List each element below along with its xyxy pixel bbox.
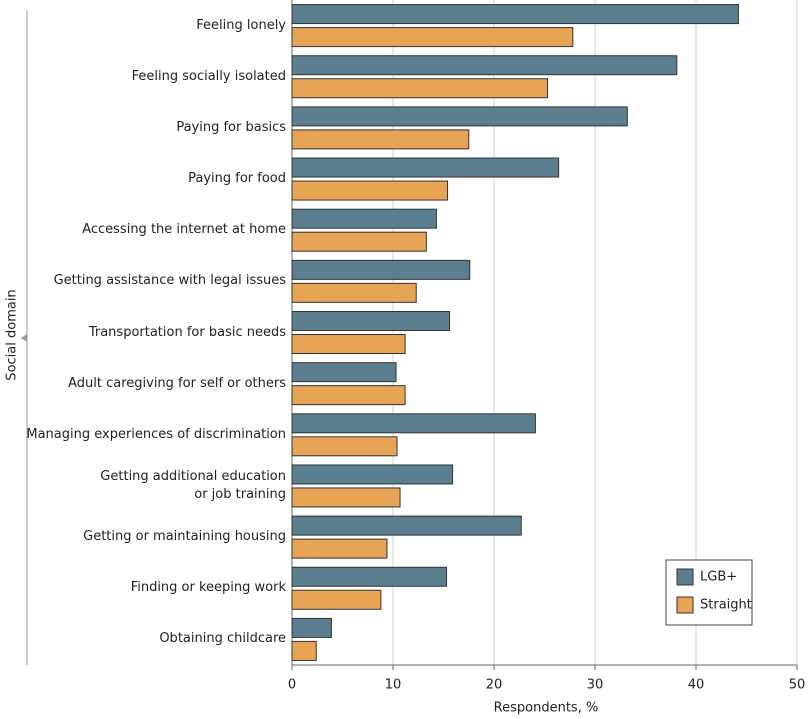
y-tick-label: Getting assistance with legal issues — [53, 273, 286, 289]
x-tick-label: 20 — [486, 678, 503, 693]
y-tick-label: Accessing the internet at home — [82, 222, 286, 238]
bar — [291, 487, 401, 508]
bar — [291, 231, 427, 252]
legend-swatch — [676, 568, 694, 586]
bar — [291, 464, 454, 485]
y-tick-label: Obtaining childcare — [159, 631, 286, 647]
bar — [291, 640, 317, 661]
x-tick-label: 30 — [587, 678, 604, 693]
bar — [291, 180, 449, 201]
bar — [291, 413, 536, 434]
y-axis-label: Social domain — [5, 289, 20, 380]
y-tick-label: Getting or maintaining housing — [83, 529, 286, 545]
y-axis-marker — [21, 334, 27, 342]
legend-swatch — [676, 596, 694, 614]
bar — [291, 589, 382, 610]
bar — [291, 385, 406, 406]
y-tick-label: Feeling lonely — [196, 17, 286, 33]
y-tick-label: Managing experiences of discrimination — [26, 426, 286, 442]
bar — [291, 362, 397, 383]
x-tick-label: 50 — [789, 678, 806, 693]
bar — [291, 282, 417, 303]
y-tick-label: Paying for food — [188, 171, 286, 187]
x-tick-label: 10 — [385, 678, 402, 693]
x-axis-label: Respondents, % — [494, 701, 599, 716]
bar — [291, 208, 437, 229]
bar — [291, 4, 739, 25]
bar — [291, 259, 471, 280]
y-tick-label: Getting additional education or job trai… — [100, 468, 286, 502]
legend-label: LGB+ — [700, 570, 737, 585]
bar — [291, 157, 560, 178]
bar — [291, 566, 448, 587]
bar — [291, 436, 398, 457]
x-tick-label: 0 — [288, 678, 296, 693]
bar — [291, 27, 574, 48]
bar — [291, 55, 678, 76]
legend-label: Straight — [700, 598, 752, 613]
y-tick-label: Finding or keeping work — [130, 580, 286, 596]
bar — [291, 617, 332, 638]
bar — [291, 311, 451, 331]
y-tick-label: Feeling socially isolated — [131, 68, 286, 84]
bar — [291, 129, 470, 150]
y-tick-label: Paying for basics — [176, 119, 286, 135]
y-tick-label: Transportation for basic needs — [88, 324, 286, 340]
bar — [291, 334, 406, 354]
x-tick-label: 40 — [688, 678, 705, 693]
y-tick-label: Adult caregiving for self or others — [68, 375, 286, 391]
bar — [291, 106, 628, 127]
bar — [291, 515, 522, 536]
bar — [291, 78, 549, 99]
bar — [291, 538, 388, 559]
